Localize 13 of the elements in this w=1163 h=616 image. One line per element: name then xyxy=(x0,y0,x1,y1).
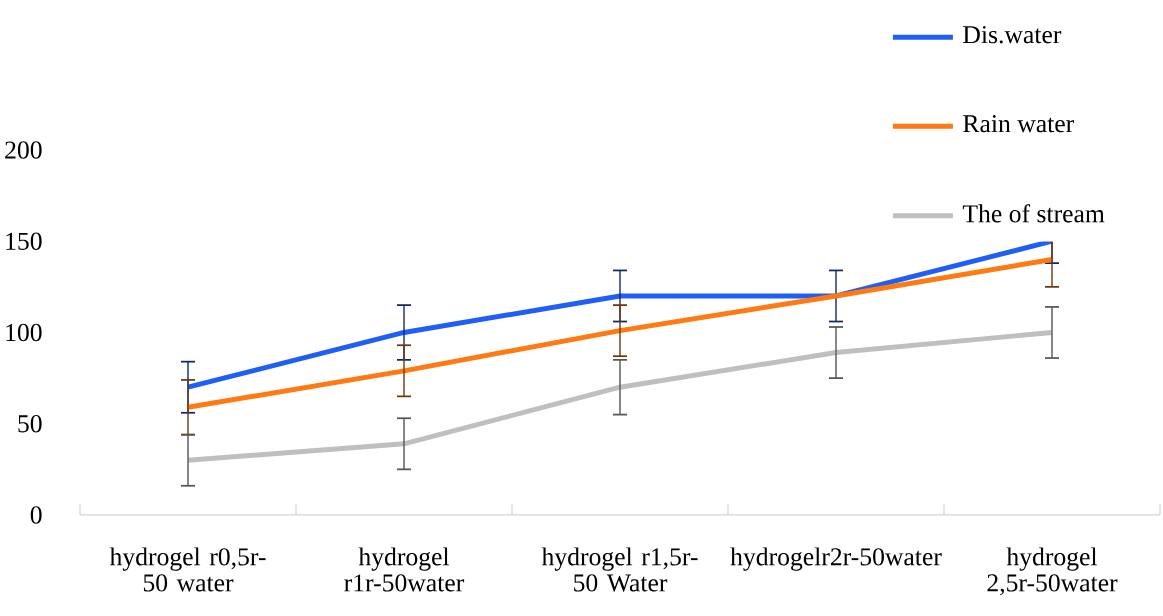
x-tick-label: hydrogel r1,5r-50 Water xyxy=(541,547,698,592)
legend-label: Rain water xyxy=(963,115,1075,133)
x-tick-label: hydrogel 2,5r-50water xyxy=(987,547,1118,596)
legend-label: Dis.water xyxy=(963,26,1062,44)
x-tick-label: hydrogelr2r-50water xyxy=(730,547,942,571)
y-tick-label: 100 xyxy=(6,323,42,342)
legend-label: The of stream xyxy=(962,204,1105,223)
y-tick-label: 200 xyxy=(5,141,42,159)
y-tick-label: 0 xyxy=(30,506,42,524)
x-tick-label: hydrogel r1r-50water xyxy=(344,547,465,592)
x-tick-label: hydrogel r0,5r-50 water xyxy=(109,547,266,592)
y-tick-label: 50 xyxy=(18,415,42,433)
y-tick-label: 150 xyxy=(6,232,42,250)
